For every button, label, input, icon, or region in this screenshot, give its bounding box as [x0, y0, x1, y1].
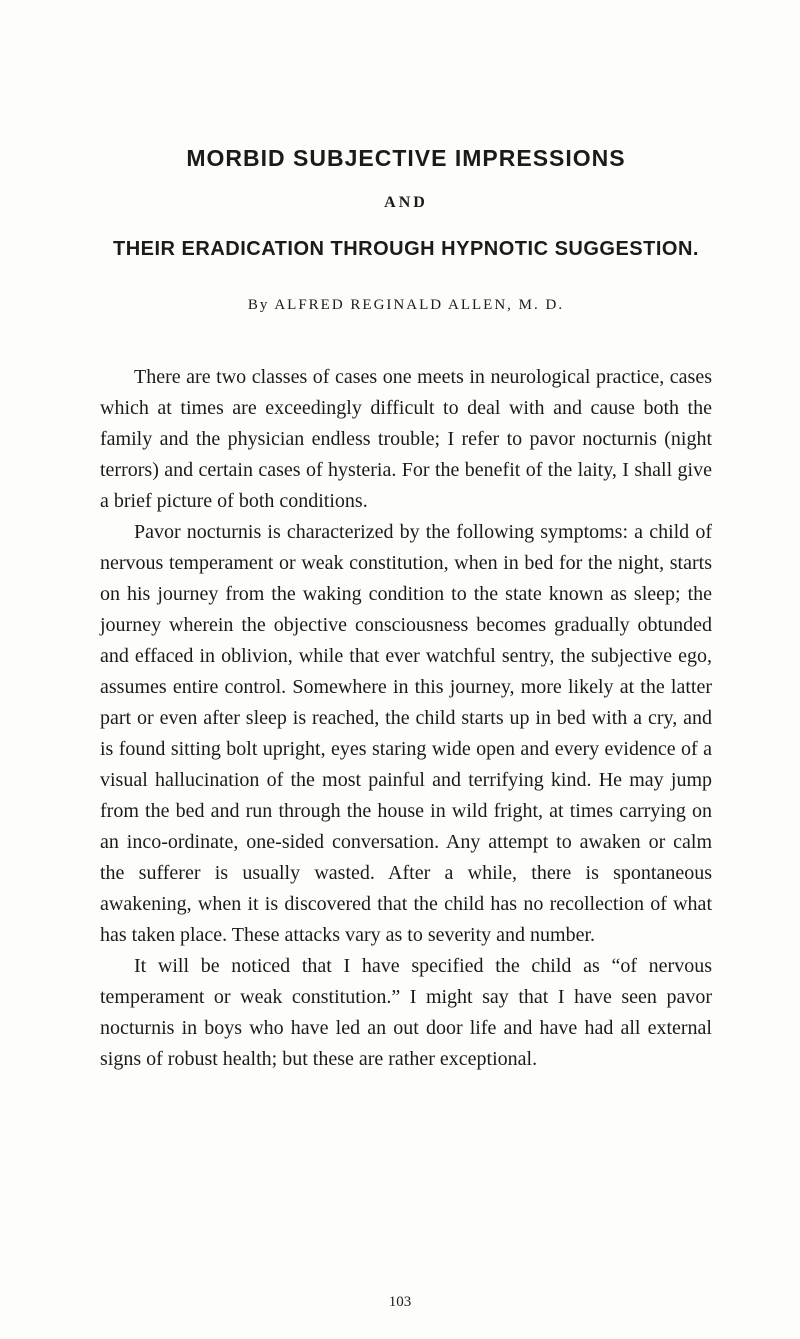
- conjunction-and: AND: [100, 194, 712, 212]
- page-subtitle: THEIR ERADICATION THROUGH HYPNOTIC SUGGE…: [100, 238, 712, 261]
- body-text: There are two classes of cases one meets…: [100, 362, 712, 1075]
- page-title: MORBID SUBJECTIVE IMPRESSIONS: [100, 145, 712, 172]
- paragraph: There are two classes of cases one meets…: [100, 362, 712, 517]
- paragraph: It will be noticed that I have specified…: [100, 951, 712, 1075]
- document-page: MORBID SUBJECTIVE IMPRESSIONS AND THEIR …: [0, 0, 800, 1339]
- paragraph: Pavor nocturnis is characterized by the …: [100, 517, 712, 951]
- page-number: 103: [0, 1294, 800, 1311]
- author-line: By ALFRED REGINALD ALLEN, M. D.: [100, 297, 712, 314]
